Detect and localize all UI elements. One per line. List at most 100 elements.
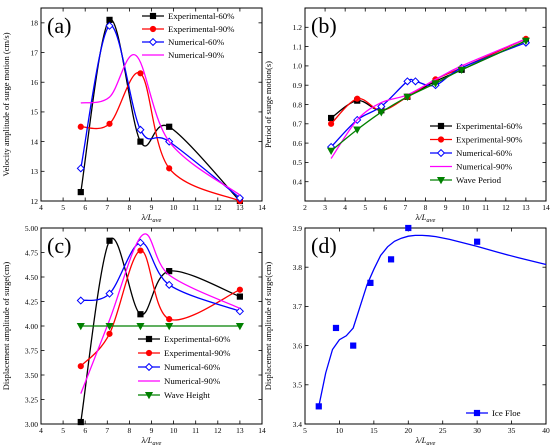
series-numerical-60- [76,21,245,203]
legend-label: Experimental-60% [164,334,231,344]
x-tick-label: 14 [258,203,266,212]
x-tick-label: 12 [214,426,222,435]
data-point [332,324,340,332]
y-axis-label: Displacement amplitude of surge(cm) [263,262,273,391]
legend-marker [436,148,446,158]
data-point [315,403,322,410]
y-tick-label: 3.9 [293,224,303,233]
panel-label: (a) [47,13,71,38]
y-tick-label: 0.6 [293,139,303,148]
series-numerical-90- [80,233,241,394]
y-tick-label: 4.50 [25,273,38,282]
data-point [137,138,144,145]
chart-panel-1: 4 5 6 7 8 9 10 11 12 13 14 12 13 14 15 16 17 18 λ/Lave Velo… [1,7,266,224]
y-tick-label: 3.5 [293,381,303,390]
x-tick-label: 11 [192,426,199,435]
plot-frame [304,7,547,202]
legend-label: Numerical-60% [164,362,221,372]
data-point [76,322,85,331]
y-tick-label: 0.4 [293,178,303,187]
y-axis-label: Displacement amplitude of surge(cm) [1,262,11,391]
x-tick-label: 12 [214,203,222,212]
y-tick-label: 3.25 [25,395,38,404]
data-point [405,224,412,232]
x-axis-label: λ/Lave [415,435,436,445]
series-line [318,234,547,407]
data-point [521,37,530,46]
x-tick-label: 11 [482,203,489,212]
data-point [353,126,362,134]
data-point [137,70,144,77]
data-point [106,237,113,244]
x-tick-label: 40 [542,426,550,435]
y-tick-label: 3.8 [293,263,303,272]
data-point [166,316,173,323]
x-tick-label: 12 [502,203,510,212]
x-tick-label: 7 [105,203,109,212]
plot-frame [304,227,547,425]
plot-frame [40,7,263,202]
x-tick-label: 2 [303,203,307,212]
y-tick-label: 13 [31,167,39,176]
legend-label: Experimental-90% [164,348,231,358]
y-tick-label: 5.00 [25,224,38,233]
data-point [77,418,84,426]
legend-marker [144,391,154,400]
x-tick-label: 20 [405,426,413,435]
chart-panel-3: 4 5 6 7 8 9 10 11 12 13 14 3.00 3.25 3.50 3.75 4.00 4.25… [1,224,266,445]
legend-label: Experimental-90% [456,135,523,145]
y-tick-label: 0.7 [293,120,303,129]
x-tick-label: 10 [170,203,178,212]
legend-marker [148,37,158,47]
series-experimental-90- [77,247,243,370]
legend-marker [145,349,153,357]
y-tick-label: 1.0 [293,62,303,71]
data-point [377,109,386,117]
data-point [106,16,113,23]
y-tick-label: 17 [31,48,39,57]
x-tick-label: 13 [522,203,530,212]
x-tick-label: 4 [39,203,43,212]
data-point [76,296,85,305]
series-ice-floe [315,224,547,410]
x-tick-label: 5 [303,426,307,435]
data-point [136,322,145,331]
y-tick-label: 1.1 [293,42,303,51]
legend: Experimental-60% Experimental-90% Numerica… [430,121,523,185]
data-point [354,95,361,102]
data-point [403,77,412,86]
y-tick-label: 4.75 [25,248,38,257]
x-tick-label: 9 [444,203,448,212]
legend-label: Experimental-90% [168,24,235,34]
data-point [327,147,336,156]
x-tick-label: 14 [542,203,550,212]
legend-marker [436,176,446,185]
y-tick-label: 15 [31,108,39,117]
series-line [80,19,241,202]
legend-label: Numerical-60% [168,37,225,47]
x-tick-label: 7 [404,203,408,212]
x-tick-label: 15 [370,426,378,435]
y-tick-label: 3.50 [25,371,38,380]
series-experimental-60- [77,237,244,426]
data-point [350,342,357,349]
x-tick-label: 35 [508,426,516,435]
legend: Experimental-60% Experimental-90% Numerica… [138,334,231,400]
data-point [328,120,335,127]
y-tick-label: 4.00 [25,322,38,331]
data-point [236,293,244,300]
panel-label: (c) [47,233,71,258]
x-tick-label: 4 [39,426,43,435]
data-point [431,80,440,88]
data-point [236,286,243,293]
legend-label: Ice Floe [492,408,521,418]
series-line [80,72,241,202]
series-line [80,54,241,196]
data-point [235,322,244,331]
y-tick-label: 18 [31,19,39,28]
legend-marker [437,122,445,130]
panel-label: (b) [311,13,337,38]
x-tick-label: 3 [323,203,327,212]
series-experimental-90- [77,70,243,205]
x-tick-label: 8 [128,426,132,435]
